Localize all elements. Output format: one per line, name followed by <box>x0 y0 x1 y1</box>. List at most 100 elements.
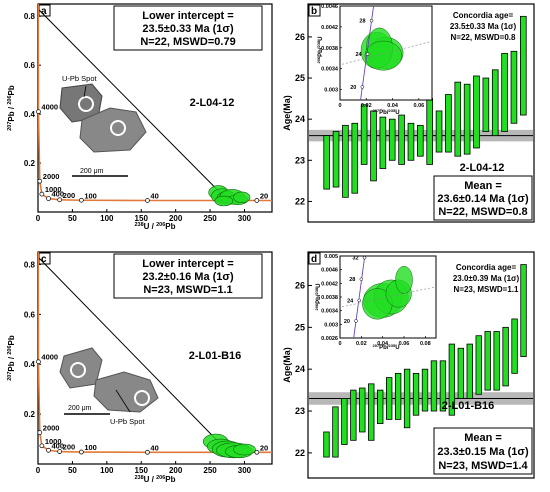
panel-label-box <box>308 252 321 265</box>
inset-ellipse <box>364 40 403 71</box>
concordia-age-marker <box>39 443 45 449</box>
concordia-age-marker <box>39 191 45 197</box>
x-axis-label: 238U / 206Pb <box>134 475 175 484</box>
inset-x-label: 207Pb/235U <box>372 343 399 351</box>
spot-label: U-Pb Spot <box>62 74 98 83</box>
concordia-age-label: 400 <box>52 190 65 199</box>
age-bar <box>439 360 447 412</box>
age-bar <box>368 383 375 441</box>
age-bar <box>341 398 348 445</box>
data-ellipses <box>208 185 251 207</box>
age-bar <box>435 110 443 153</box>
y-tick-label: 0.6 <box>24 61 36 70</box>
inset-y-tick-label: 0.005 <box>324 254 338 260</box>
inset-x-tick-label: 0.04 <box>377 341 389 347</box>
inset-plot: 0 0.02 0.04 0.06 0.003 0.0034 0.0038 0.0042 0.00… <box>321 4 431 109</box>
inset-age-marker <box>365 52 370 56</box>
concordia-age-label: 2000 <box>43 424 60 433</box>
concordia-age-marker <box>254 198 260 203</box>
result-box <box>433 427 533 475</box>
inset-x-tick-label: 0.06 <box>399 341 410 347</box>
inset-concordia: 0 0.02 0.04 0.06 0.08 0.0026 0.003 0.0034 0.0038… <box>314 254 437 351</box>
age-bar <box>421 368 429 412</box>
result-line-1: Lower intercept = <box>142 10 233 22</box>
inset-age-label: 32 <box>352 256 358 262</box>
y-tick-label: 0.4 <box>24 360 36 369</box>
y-axis-label: 207Pb / 206Pb <box>7 85 16 131</box>
zircon-grain <box>79 107 147 153</box>
x-tick-label: 300 <box>238 214 252 223</box>
age-bar <box>463 83 471 155</box>
result-line-2: 23.6±0.14 Ma (1σ) <box>437 193 529 205</box>
result-line-3: N=23, MSWD=1.1 <box>143 284 232 296</box>
result-line-3: N=22, MSWD=0.8 <box>438 206 527 218</box>
inset-x-label: 207Pb/235U <box>372 108 399 116</box>
age-bar <box>323 135 330 190</box>
y-tick-label: 24 <box>295 364 305 374</box>
concordia-age-marker <box>36 359 41 365</box>
age-bar <box>332 131 340 188</box>
age-bar <box>445 94 452 153</box>
x-tick-label: 50 <box>68 466 77 475</box>
result-box <box>113 5 263 51</box>
concordia-age-line-1: Concordia age= <box>456 263 517 272</box>
x-tick-label: 100 <box>100 214 114 223</box>
x-tick-label: 200 <box>169 214 183 223</box>
concordia-age-label: 100 <box>84 443 97 452</box>
y-tick-label: 23 <box>295 406 305 416</box>
inset-y-tick-label: 0.0034 <box>321 67 339 73</box>
result-line-2: 23.3±0.15 Ma (1σ) <box>437 446 529 458</box>
axes: 22 23 24 25 26 <box>295 280 312 458</box>
result-line-2: 23.2±0.16 Ma (1σ) <box>142 271 234 283</box>
inset-age-label: 20 <box>344 319 350 325</box>
inset-age-marker <box>357 298 361 303</box>
data-ellipse <box>214 195 234 207</box>
concordia-age-marker <box>79 197 84 203</box>
age-bar <box>484 331 491 391</box>
x-tick-label: 200 <box>169 466 183 475</box>
inset-y-tick-label: 0.003 <box>324 322 338 328</box>
age-bar <box>359 387 366 433</box>
age-bar <box>412 372 420 416</box>
data-ellipses <box>202 433 256 459</box>
inset-age-marker <box>359 277 364 281</box>
sample-name: 2-L04-12 <box>190 97 235 109</box>
inset-y-tick-label: 0.0038 <box>321 295 338 301</box>
concordia-age-label: 100 <box>84 191 97 200</box>
concordia-age-marker <box>79 449 84 455</box>
inset-ellipse <box>395 266 413 294</box>
inset-y-tick-label: 0.0042 <box>321 25 338 31</box>
result-line-1: Lower intercept = <box>142 258 233 270</box>
inset-age-label: 20 <box>350 85 356 91</box>
inset-age-label: 28 <box>349 277 355 283</box>
y-tick-label: 25 <box>295 322 305 332</box>
axes: 22 23 24 25 26 <box>295 32 312 206</box>
inset-y-label: 206Pb/238U <box>316 36 324 63</box>
result-box <box>433 175 533 221</box>
age-bar <box>379 116 387 169</box>
inset-x-tick-label: 0.02 <box>356 341 367 347</box>
age-bar <box>385 377 393 420</box>
x-tick-label: 150 <box>135 466 149 475</box>
concordia-age-line-2: 23.5±0.33 Ma (1σ) <box>450 22 517 31</box>
concordia-age-label: 200 <box>63 443 76 452</box>
spot-pointer <box>83 85 87 98</box>
scale-label: 200 μm <box>80 168 104 175</box>
concordia-age-marker <box>46 447 51 453</box>
concordia-age-marker <box>36 109 41 115</box>
concordia-age-label: 200 <box>63 191 76 200</box>
inset-plot: 0 0.02 0.04 0.06 0.08 0.0026 0.003 0.0034 0.0038… <box>321 254 435 347</box>
inset-y-tick-label: 0.0046 <box>321 4 338 10</box>
age-bar <box>502 326 509 387</box>
concordia-age-label: 4000 <box>41 353 58 362</box>
inset-reference-line <box>341 41 431 65</box>
tick-labels: 0 50 100 150 200 250 300 0.2 0.4 0.6 0.8 <box>24 12 252 223</box>
y-tick-label: 0.2 <box>24 159 36 168</box>
age-bar <box>342 124 349 198</box>
age-bar <box>323 431 330 458</box>
age-bar <box>457 347 465 399</box>
age-bar <box>351 122 359 194</box>
